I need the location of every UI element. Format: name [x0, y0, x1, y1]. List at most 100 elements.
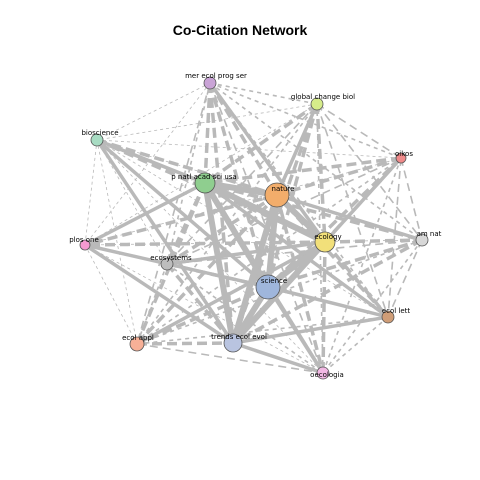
- edge-bio-oik: [96, 139, 402, 159]
- node-plos[interactable]: plos one: [69, 236, 99, 251]
- node-layer: mer ecol prog ser global change biol biosc…: [69, 72, 442, 380]
- node-ecosys[interactable]: ecosystems: [150, 254, 192, 271]
- node-label-elett: ecol lett: [382, 307, 411, 315]
- node-label-mer: mer ecol prog ser: [185, 72, 247, 80]
- edge-ecosys-eapp: [136, 263, 168, 345]
- edge-gcb-eapp: [136, 103, 318, 345]
- node-label-pnas: p natl acad sci usa: [171, 173, 236, 181]
- edge-gcb-sci: [266, 103, 319, 288]
- edge-gcb-pnas: [203, 102, 319, 185]
- edge-nat-ecosys: [166, 193, 278, 266]
- node-nat[interactable]: nature: [264, 182, 294, 208]
- edge-eco-ecosys: [166, 240, 326, 266]
- edge-amn-elett: [387, 239, 423, 318]
- node-circle-pnas[interactable]: [194, 172, 216, 194]
- node-circle-eco[interactable]: [314, 231, 336, 253]
- node-pnas[interactable]: p natl acad sci usa: [171, 172, 237, 194]
- edge-mer-pnas: [203, 82, 212, 184]
- edge-elett-oec: [322, 316, 389, 374]
- node-circle-oec[interactable]: [316, 366, 330, 380]
- edge-gcb-eco: [315, 103, 327, 243]
- edge-elett-tree: [232, 315, 389, 345]
- edge-oik-sci: [266, 156, 403, 289]
- edge-nat-elett: [275, 193, 390, 319]
- edge-pnas-tree: [202, 182, 236, 344]
- edge-eco-eapp: [136, 240, 326, 346]
- edge-mer-eapp: [136, 82, 211, 345]
- node-circle-eapp[interactable]: [129, 336, 145, 352]
- node-circle-sci[interactable]: [255, 274, 281, 300]
- edge-pnas-plos: [84, 181, 206, 247]
- edge-mer-ecosys: [166, 82, 211, 265]
- edge-sci-eapp: [136, 285, 269, 346]
- node-oec[interactable]: oecologia: [310, 366, 344, 380]
- edge-gcb-elett: [316, 103, 389, 318]
- edge-amn-ecosys: [166, 239, 423, 265]
- edge-mer-plos: [84, 82, 211, 246]
- edge-eapp-tree: [136, 341, 234, 346]
- edge-amn-sci: [267, 238, 423, 289]
- node-circle-plos[interactable]: [79, 239, 91, 251]
- node-label-gcb: global change biol: [291, 93, 355, 101]
- edge-plos-eapp: [84, 244, 138, 345]
- node-label-oec: oecologia: [310, 371, 344, 379]
- node-label-eco: ecology: [314, 233, 341, 241]
- edge-oik-nat: [276, 156, 402, 197]
- node-eapp[interactable]: ecol appl: [122, 334, 154, 352]
- node-tree[interactable]: trends ecol evol: [211, 333, 267, 353]
- edge-oik-ecosys: [166, 157, 402, 265]
- edge-ecosys-tree: [165, 262, 235, 345]
- node-circle-amn[interactable]: [415, 233, 429, 247]
- node-eco[interactable]: ecology: [314, 231, 342, 253]
- page-title: Co-Citation Network: [172, 22, 308, 38]
- edge-pnas-elett: [203, 181, 390, 319]
- edge-gcb-oik: [316, 103, 402, 159]
- edge-mer-amn: [209, 82, 423, 241]
- edge-mer-oik: [209, 82, 402, 159]
- edge-pnas-eco: [203, 180, 327, 245]
- edge-mer-tree: [208, 82, 235, 344]
- node-label-tree: trends ecol evol: [211, 333, 267, 341]
- node-label-plos: plos one: [69, 236, 99, 244]
- node-bio[interactable]: bioscience: [81, 129, 119, 147]
- edge-bio-elett: [96, 139, 389, 318]
- node-circle-gcb[interactable]: [310, 97, 324, 111]
- edge-amn-eapp: [136, 239, 423, 345]
- node-circle-mer[interactable]: [203, 76, 217, 90]
- edge-sci-elett: [267, 285, 389, 319]
- node-circle-tree[interactable]: [223, 333, 243, 353]
- edge-sci-oec: [266, 286, 325, 374]
- edge-tree-oec: [232, 341, 324, 375]
- node-label-ecosys: ecosystems: [150, 254, 192, 262]
- edge-bio-sci: [95, 138, 270, 289]
- edge-elett-eapp: [136, 316, 389, 345]
- node-sci[interactable]: science: [255, 274, 287, 300]
- node-circle-ecosys[interactable]: [160, 257, 174, 271]
- node-elett[interactable]: ecol lett: [381, 307, 411, 324]
- node-label-bio: bioscience: [81, 129, 118, 137]
- node-label-eapp: ecol appl: [122, 334, 154, 342]
- node-mer[interactable]: mer ecol prog ser: [185, 72, 247, 90]
- node-oik[interactable]: oikos: [395, 150, 413, 164]
- edge-oik-amn: [400, 157, 423, 241]
- node-circle-bio[interactable]: [90, 133, 104, 147]
- edge-oik-elett: [387, 157, 402, 318]
- edge-eco-oec: [321, 241, 327, 374]
- node-circle-oik[interactable]: [395, 152, 407, 164]
- edge-amn-plos: [84, 239, 423, 246]
- edge-nat-amn: [276, 193, 423, 242]
- node-circle-nat[interactable]: [264, 182, 290, 208]
- node-gcb[interactable]: global change biol: [291, 93, 355, 111]
- edge-eco-elett: [323, 240, 390, 319]
- edge-gcb-amn: [316, 103, 423, 241]
- node-amn[interactable]: am nat: [415, 230, 442, 247]
- edge-gcb-bio: [96, 103, 318, 141]
- node-label-sci: science: [261, 277, 287, 285]
- node-circle-elett[interactable]: [381, 310, 395, 324]
- edge-amn-oec: [322, 239, 423, 374]
- edge-nat-plos: [84, 193, 278, 247]
- edge-plos-tree: [84, 243, 234, 345]
- node-label-oik: oikos: [395, 150, 413, 158]
- edge-nat-eapp: [135, 193, 279, 346]
